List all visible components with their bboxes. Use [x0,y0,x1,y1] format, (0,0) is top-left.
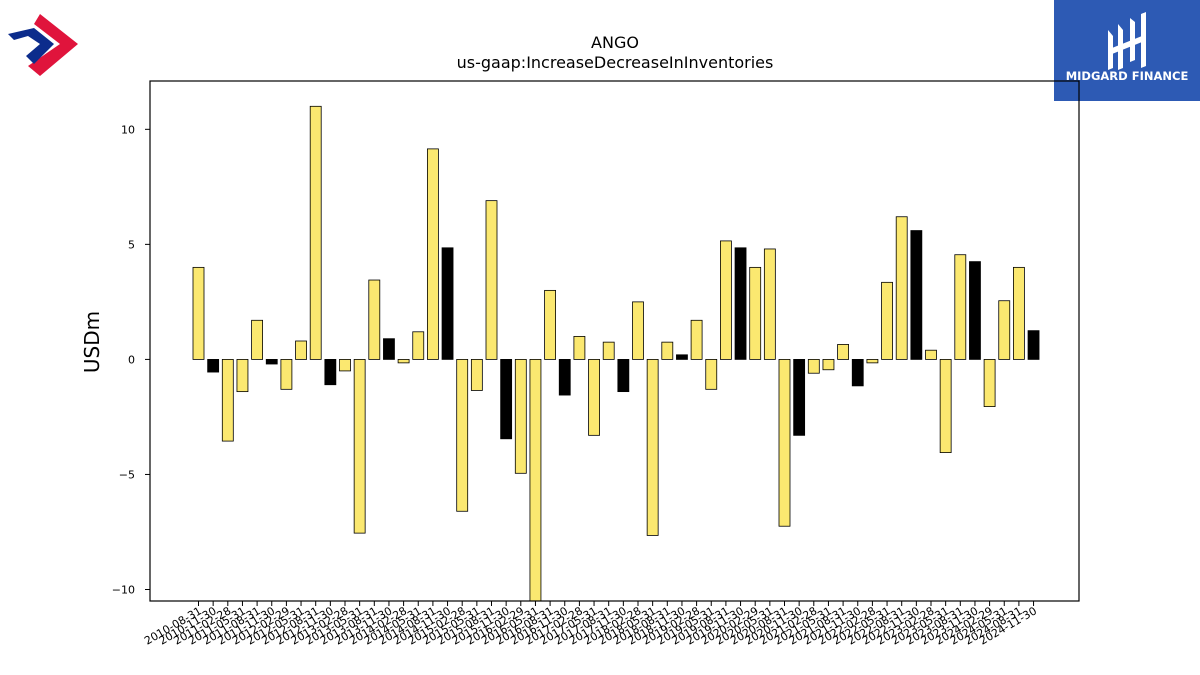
bar-2021-02-28 [807,359,820,374]
bar-2019-11-30 [734,247,747,360]
bar-2024-05-31 [998,300,1011,360]
bar-2014-05-31 [412,331,425,360]
bar-2015-05-31 [470,359,483,391]
bar-2010-11-30 [207,359,220,373]
bar-2018-08-31 [661,341,674,360]
y-tick-label: 0 [128,353,135,366]
bar-2020-02-29 [749,266,762,360]
bar-2012-08-31 [309,105,322,360]
bar-2013-11-30 [383,338,395,360]
bar-2014-02-28 [397,359,410,364]
midgard-finance-logo: MIDGARD FINANCE [1054,0,1200,101]
chart-subtitle: us-gaap:IncreaseDecreaseInInventories [457,53,774,72]
bar-2018-02-28 [632,301,644,360]
bar-2023-11-30 [969,261,981,360]
bar-2023-08-31 [954,254,967,360]
bar-2015-11-30 [500,359,513,440]
y-axis-label: USDm [80,311,104,373]
bar-2012-05-31 [295,340,307,360]
bar-2019-05-31 [705,359,718,390]
bar-2016-08-31 [544,289,556,360]
plot-frame [149,80,1080,602]
bar-2022-11-30 [910,230,923,360]
bar-2017-02-28 [573,335,586,360]
bar-2010-08-31 [192,266,205,360]
bar-2019-08-31 [720,240,732,360]
bar-2020-08-31 [778,359,791,527]
chart-title: ANGO [591,33,639,52]
bar-2017-05-31 [588,359,600,436]
bar-2016-05-31 [529,359,542,602]
bar-2012-02-29 [280,359,293,390]
bar-2013-05-31 [353,359,366,534]
bar-2015-08-31 [485,200,498,360]
bar-2024-02-29 [983,359,996,407]
bar-2021-08-31 [837,344,849,360]
bar-2018-11-30 [676,354,688,360]
bar-2017-11-30 [617,359,630,393]
bar-2023-02-28 [925,349,937,360]
bar-2019-02-28 [690,319,703,360]
bar-2011-02-28 [221,359,234,442]
bar-2016-11-30 [558,359,571,396]
bar-2020-05-31 [763,248,776,360]
y-tick-label: −5 [119,468,135,481]
bar-2017-08-31 [602,341,615,360]
y-ticks-layer: 10 5 0 −5 −10 [112,123,150,596]
bar-2011-08-31 [251,319,264,360]
y-tick-label: −10 [112,583,135,596]
bar-2023-05-31 [939,359,952,454]
bar-2022-08-31 [895,216,908,360]
y-tick-label: 5 [128,238,135,251]
bar-2020-11-30 [793,359,806,436]
bar-2012-11-30 [324,359,337,386]
bar-2021-05-31 [822,359,835,371]
bar-2013-08-31 [368,279,381,360]
bar-2016-02-29 [514,359,527,474]
bar-2024-08-31 [1013,266,1025,360]
brand-name: MIDGARD FINANCE [1066,69,1189,83]
bar-2022-05-31 [881,281,893,360]
bar-2013-02-28 [339,359,351,372]
bar-2014-08-31 [426,148,439,360]
bar-2024-11-30 [1027,330,1040,360]
bar-2022-02-28 [866,359,879,364]
diamond-chevron-logo [8,14,78,76]
bar-2021-11-30 [851,359,864,387]
bar-2015-02-28 [456,359,469,512]
bar-2014-11-30 [441,247,454,360]
bar-2011-11-30 [265,359,278,365]
bar-2018-05-31 [646,359,659,536]
bar-2011-05-31 [236,359,249,393]
bars-layer [192,105,1040,602]
y-tick-label: 10 [121,123,135,136]
x-ticks-layer: 2010-08-312010-11-302011-02-282011-05-31… [142,601,1039,648]
